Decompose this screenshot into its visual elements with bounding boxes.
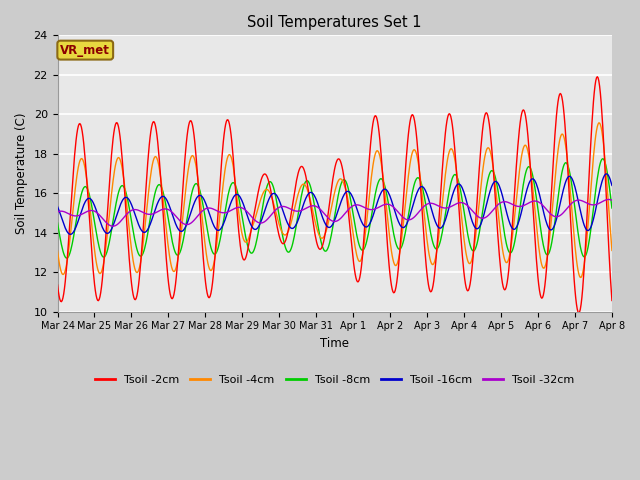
Y-axis label: Soil Temperature (C): Soil Temperature (C) bbox=[15, 113, 28, 234]
Legend: Tsoil -2cm, Tsoil -4cm, Tsoil -8cm, Tsoil -16cm, Tsoil -32cm: Tsoil -2cm, Tsoil -4cm, Tsoil -8cm, Tsoi… bbox=[91, 370, 579, 389]
Text: VR_met: VR_met bbox=[60, 44, 110, 57]
Title: Soil Temperatures Set 1: Soil Temperatures Set 1 bbox=[248, 15, 422, 30]
X-axis label: Time: Time bbox=[320, 337, 349, 350]
